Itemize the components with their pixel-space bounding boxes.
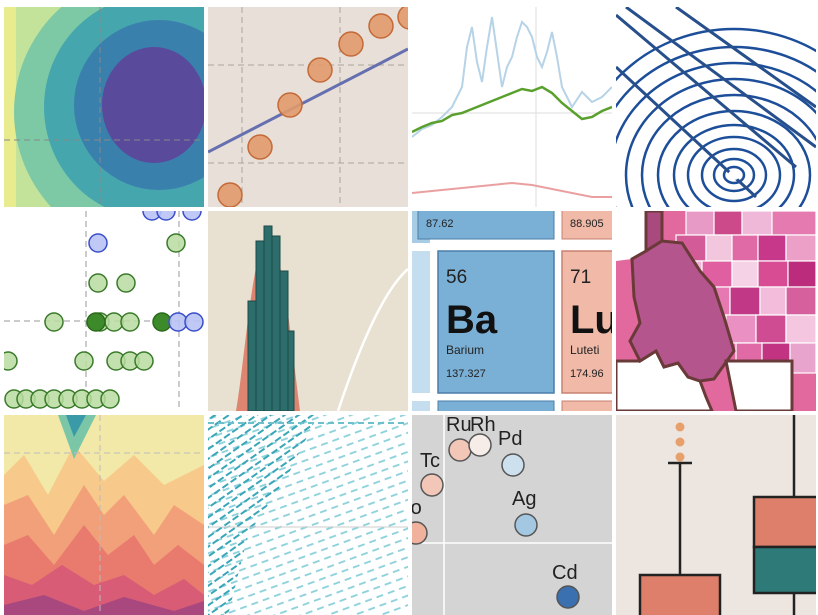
noisy-lines-plot [412, 7, 612, 207]
periodic-table-plot: 87.62 88.905 56 Ba Barium 137.327 71 Lu … [412, 211, 612, 411]
tile-element-scatter[interactable]: Rh Ru Pd Tc Ag Mo Cd [412, 415, 612, 615]
element-label-rh: Rh [470, 415, 496, 436]
lu-name: Luteti [570, 343, 599, 357]
tile-histogram-kde[interactable] [208, 211, 408, 411]
element-label-pd: Pd [498, 428, 522, 450]
tile-stacked-contours[interactable] [4, 415, 204, 615]
ba-name: Barium [446, 343, 484, 357]
scatter-regression-plot [208, 7, 408, 207]
choropleth-plot [616, 211, 816, 411]
stacked-contours-plot [4, 415, 204, 615]
tile-choropleth[interactable] [616, 211, 816, 411]
tile-quiver-field[interactable] [208, 415, 408, 615]
tile-concentric-streamlines[interactable] [616, 7, 816, 207]
element-label-tc: Tc [420, 450, 440, 472]
contour-field-plot [4, 7, 204, 207]
tile-dot-strips[interactable] [4, 211, 204, 411]
top-left-mass: 87.62 [426, 218, 454, 230]
element-label-ru: Ru [446, 415, 472, 436]
lu-mass: 174.96 [570, 368, 604, 380]
element-scatter-plot: Rh Ru Pd Tc Ag Mo Cd [412, 415, 612, 615]
tile-noisy-lines[interactable] [412, 7, 612, 207]
lu-number: 71 [570, 267, 591, 288]
ba-mass: 137.327 [446, 368, 486, 380]
tile-periodic-table[interactable]: 87.62 88.905 56 Ba Barium 137.327 71 Lu … [412, 211, 612, 411]
ba-number: 56 [446, 267, 467, 288]
streamlines-plot [616, 7, 816, 207]
element-label-cd: Cd [552, 562, 578, 584]
tile-box-plots[interactable] [616, 415, 816, 615]
dot-strips-plot [4, 211, 204, 411]
box-plots-plot [616, 415, 816, 615]
element-label-ag: Ag [512, 488, 536, 510]
histogram-kde-plot [208, 211, 408, 411]
tile-contour-field[interactable] [4, 7, 204, 207]
quiver-field-plot [208, 415, 408, 615]
ba-symbol: Ba [446, 298, 498, 342]
lu-symbol: Lu [570, 298, 612, 342]
top-right-mass: 88.905 [570, 218, 604, 230]
element-label-mo: Mo [412, 497, 422, 519]
tile-scatter-regression[interactable] [208, 7, 408, 207]
